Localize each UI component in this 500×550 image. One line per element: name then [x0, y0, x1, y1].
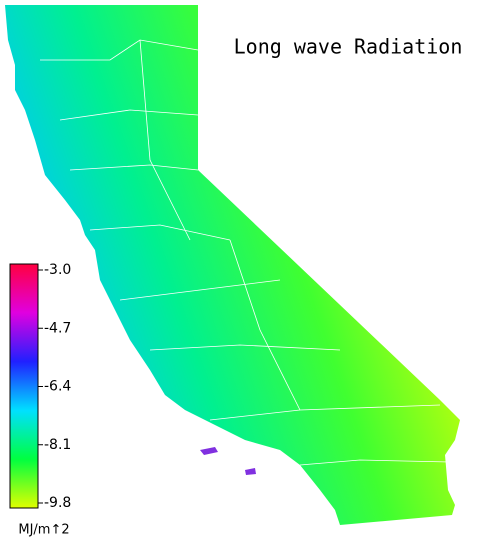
colorbar-tick-label: -3.0 [44, 262, 71, 278]
county-lines [40, 39, 451, 466]
channel-island [245, 468, 256, 475]
colorbar-tick-label: -9.8 [44, 495, 71, 511]
channel-island [200, 447, 218, 455]
colorbar [9, 263, 39, 509]
colorbar-tick-label: -8.1 [44, 437, 71, 453]
california-land [5, 5, 460, 525]
colorbar-tick-label: -4.7 [44, 320, 71, 336]
colorbar-tick-label: -6.4 [44, 379, 71, 395]
map-title: Long wave Radiation [234, 35, 463, 59]
colorbar-unit: MJ/m↑2 [18, 523, 69, 538]
